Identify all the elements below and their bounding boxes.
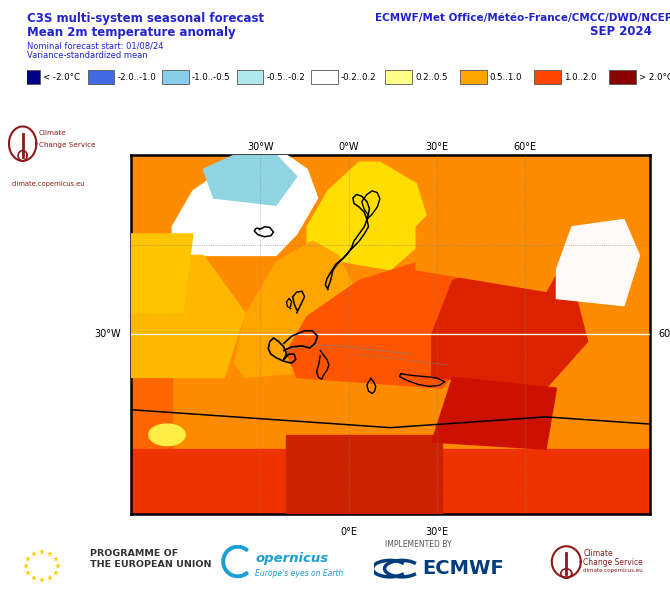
- Polygon shape: [431, 377, 556, 449]
- Text: 0°E: 0°E: [340, 527, 357, 537]
- Bar: [287, 435, 442, 514]
- Bar: [460, 70, 486, 84]
- Text: 30°W: 30°W: [94, 329, 121, 339]
- Polygon shape: [131, 155, 162, 234]
- Polygon shape: [308, 162, 431, 270]
- Text: > 2.0°C: > 2.0°C: [639, 73, 670, 81]
- Text: < -2.0°C: < -2.0°C: [43, 73, 80, 81]
- Bar: [88, 70, 115, 84]
- Text: Mean 2m temperature anomaly: Mean 2m temperature anomaly: [27, 26, 235, 39]
- Text: ECMWF: ECMWF: [422, 559, 504, 578]
- Polygon shape: [131, 234, 193, 313]
- Text: Change Service: Change Service: [39, 142, 95, 148]
- Text: opernicus: opernicus: [255, 552, 328, 565]
- Text: 60°E: 60°E: [514, 142, 537, 152]
- Text: 0°W: 0°W: [338, 142, 359, 152]
- Polygon shape: [431, 256, 588, 388]
- Text: IMPLEMENTED BY: IMPLEMENTED BY: [385, 540, 452, 549]
- Bar: [311, 70, 338, 84]
- Bar: [13, 70, 40, 84]
- Text: climate.copernicus.eu: climate.copernicus.eu: [12, 181, 86, 187]
- Polygon shape: [172, 155, 318, 256]
- Ellipse shape: [149, 424, 185, 446]
- Text: C3S multi-system seasonal forecast: C3S multi-system seasonal forecast: [27, 12, 264, 25]
- Text: 30°E: 30°E: [425, 527, 449, 537]
- Polygon shape: [416, 191, 572, 291]
- Text: -2.0..-1.0: -2.0..-1.0: [117, 73, 156, 81]
- Bar: [535, 70, 561, 84]
- Text: 0.5..1.0: 0.5..1.0: [490, 73, 523, 81]
- Text: -0.5..-0.2: -0.5..-0.2: [267, 73, 306, 81]
- Text: 0.2..0.5: 0.2..0.5: [415, 73, 448, 81]
- Text: Nominal forecast start: 01/08/24: Nominal forecast start: 01/08/24: [27, 41, 163, 50]
- Bar: [237, 70, 263, 84]
- Text: PROGRAMME OF: PROGRAMME OF: [90, 549, 179, 558]
- Text: 60°E: 60°E: [658, 329, 670, 339]
- Polygon shape: [131, 234, 182, 334]
- Polygon shape: [556, 219, 639, 306]
- Text: Climate: Climate: [39, 130, 66, 136]
- Bar: [162, 70, 189, 84]
- Polygon shape: [131, 334, 172, 514]
- Text: THE EUROPEAN UNION: THE EUROPEAN UNION: [90, 560, 212, 569]
- Text: Variance-standardized mean: Variance-standardized mean: [27, 51, 147, 60]
- Text: 30°W: 30°W: [247, 142, 274, 152]
- Text: Europe's eyes on Earth: Europe's eyes on Earth: [255, 569, 344, 578]
- Bar: [131, 449, 650, 514]
- Text: Climate: Climate: [583, 549, 613, 558]
- Bar: [385, 70, 412, 84]
- Text: -1.0..-0.5: -1.0..-0.5: [192, 73, 230, 81]
- Bar: [609, 70, 636, 84]
- Polygon shape: [234, 241, 359, 377]
- Polygon shape: [131, 256, 245, 377]
- Polygon shape: [287, 263, 484, 388]
- Text: SEP 2024: SEP 2024: [590, 25, 651, 39]
- Text: 1.0..2.0: 1.0..2.0: [564, 73, 597, 81]
- Text: -0.2..0.2: -0.2..0.2: [341, 73, 377, 81]
- Text: Change Service: Change Service: [583, 558, 643, 567]
- Text: 30°E: 30°E: [425, 142, 449, 152]
- Text: ECMWF/Met Office/Météo-France/CMCC/DWD/NCEP/JMA/ECCC: ECMWF/Met Office/Météo-France/CMCC/DWD/N…: [375, 12, 670, 22]
- Polygon shape: [204, 155, 297, 205]
- Text: climate.copernicus.eu: climate.copernicus.eu: [583, 569, 644, 573]
